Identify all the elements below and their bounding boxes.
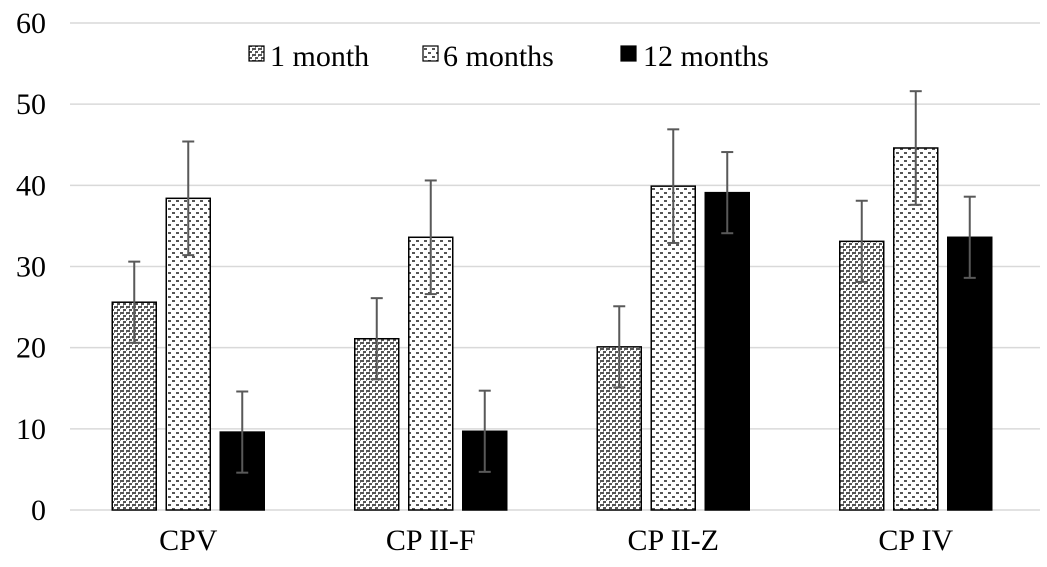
bar-6-months-CP-IV — [893, 147, 939, 511]
legend-swatch — [422, 45, 439, 62]
legend-label: 6 months — [443, 40, 554, 73]
gridlines — [70, 22, 1040, 511]
bars — [111, 147, 993, 511]
bar-6-months-CP-II-Z — [650, 185, 696, 511]
legend-label: 12 months — [643, 40, 769, 73]
legend: 1 month 6 months 12 months — [248, 40, 769, 73]
error-bars — [128, 90, 976, 474]
y-axis-ticks: 0 10 20 30 40 50 60 — [16, 7, 46, 527]
y-tick-label: 0 — [31, 494, 46, 527]
x-category-label: CP II-F — [386, 524, 476, 557]
x-category-label: CP II-Z — [628, 524, 719, 557]
legend-swatch — [620, 45, 637, 62]
bar-12-months-CP-IV — [947, 236, 993, 511]
bar-1-month-CP-II-Z — [596, 346, 642, 511]
bar-12-months-CP-II-Z — [704, 191, 750, 511]
x-category-label: CPV — [159, 524, 218, 557]
bar-1-month-CP-IV — [839, 240, 885, 511]
y-tick-label: 30 — [16, 251, 46, 284]
y-tick-label: 60 — [16, 7, 46, 40]
y-tick-label: 50 — [16, 88, 46, 121]
legend-swatch — [248, 45, 265, 62]
legend-label: 1 month — [270, 40, 369, 73]
x-axis-categories: CPV CP II-F CP II-Z CP IV — [159, 524, 953, 557]
y-tick-label: 40 — [16, 169, 46, 202]
x-category-label: CP IV — [878, 524, 953, 557]
y-tick-label: 10 — [16, 413, 46, 446]
y-tick-label: 20 — [16, 332, 46, 365]
